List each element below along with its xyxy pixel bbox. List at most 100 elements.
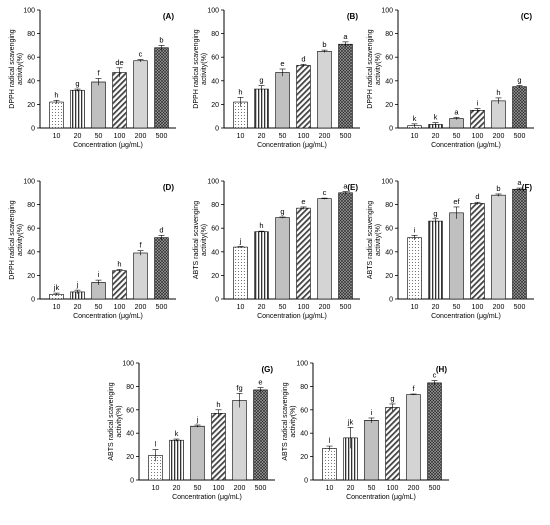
significance-letter: k: [175, 429, 179, 438]
x-tick-label: 100: [114, 133, 126, 140]
y-axis-label-line: DPPH radical scavenging: [9, 29, 16, 108]
bar: [317, 50, 332, 129]
x-tick-label: 100: [472, 133, 484, 140]
x-tick-label: 10: [53, 304, 61, 311]
y-tick-label: 80: [27, 31, 35, 38]
bar: [322, 448, 337, 481]
y-axis-label: DPPH radical scavengingactivity(%): [367, 29, 382, 108]
y-tick-label: 100: [23, 179, 35, 186]
y-axis-label-line: activity(%): [201, 224, 208, 256]
x-tick-label: 20: [432, 304, 440, 311]
bar: [512, 188, 527, 300]
significance-letter: k: [434, 113, 438, 122]
x-tick-label: 10: [326, 485, 334, 492]
x-axis-label: Concentration (μg/mL): [257, 313, 327, 320]
x-tick-label: 100: [298, 133, 310, 140]
y-axis-label: ABTS radical scavengingactivity(%): [193, 201, 208, 279]
bar: [407, 237, 422, 300]
x-tick-label: 20: [74, 133, 82, 140]
y-tick-label: 60: [211, 226, 219, 233]
chart-panel: 0 20 40 60 80 100 h 10 g 20 f 50 de 100 c 200 b 500 (A) Con…: [9, 8, 176, 149]
significance-letter: l: [329, 436, 331, 445]
x-tick-label: 50: [194, 485, 202, 492]
bar: [91, 282, 106, 300]
bar: [364, 420, 379, 481]
y-axis-label-line: activity(%): [116, 405, 123, 437]
panel-label: (H): [436, 365, 447, 374]
panel-label: (F): [522, 183, 533, 192]
y-tick-label: 100: [122, 361, 134, 368]
significance-letter: i: [98, 270, 100, 279]
chart-panel: 0 20 40 60 80 100 jk 10 j 20 i 50 h 100 f 200 d 500 (D) Con…: [9, 179, 176, 320]
bar: [233, 246, 248, 300]
y-axis-label-line: DPPH radical scavenging: [193, 29, 200, 108]
y-tick-label: 80: [27, 202, 35, 209]
x-tick-label: 200: [135, 133, 147, 140]
y-tick-label: 20: [126, 454, 134, 461]
bar: [470, 110, 485, 129]
y-tick-label: 60: [385, 55, 393, 62]
y-tick-label: 100: [207, 179, 219, 186]
y-tick-label: 100: [381, 8, 393, 15]
bar: [112, 72, 127, 129]
x-axis-label: Concentration (μg/mL): [73, 313, 143, 320]
bar: [275, 72, 290, 129]
x-tick-label: 200: [234, 485, 246, 492]
significance-letter: i: [414, 225, 416, 234]
significance-letter: g: [390, 394, 394, 403]
significance-letter: h: [54, 90, 58, 99]
y-axis-label-line: DPPH radical scavenging: [367, 29, 374, 108]
panel-label: (D): [163, 183, 174, 192]
significance-letter: f: [139, 241, 142, 250]
x-tick-label: 20: [173, 485, 181, 492]
significance-letter: ef: [453, 197, 460, 206]
x-tick-label: 200: [493, 133, 505, 140]
x-tick-label: 20: [258, 304, 266, 311]
x-tick-label: 200: [408, 485, 420, 492]
bar: [512, 86, 527, 129]
y-tick-label: 100: [23, 8, 35, 15]
significance-letter: a: [454, 107, 459, 116]
y-tick-label: 0: [130, 478, 134, 485]
significance-letter: k: [413, 114, 417, 123]
significance-letter: b: [322, 40, 326, 49]
x-tick-label: 50: [453, 133, 461, 140]
x-axis-label: Concentration (μg/mL): [431, 313, 501, 320]
bar: [49, 101, 64, 129]
y-tick-label: 100: [207, 8, 219, 15]
x-tick-label: 10: [53, 133, 61, 140]
x-axis-label: Concentration (μg/mL): [172, 494, 242, 501]
x-tick-label: 50: [279, 133, 287, 140]
x-tick-label: 50: [368, 485, 376, 492]
bar: [317, 198, 332, 300]
bar: [112, 270, 127, 300]
y-tick-label: 0: [389, 297, 393, 304]
y-axis-label-line: ABTS radical scavenging: [282, 382, 289, 460]
bar: [338, 192, 353, 300]
bar: [232, 400, 247, 481]
chart-panel: 0 20 40 60 80 100 i 10 g 20 ef 50 d 100 b 200 a 500 (F) Con…: [367, 178, 534, 320]
y-tick-label: 20: [211, 102, 219, 109]
significance-letter: a: [343, 182, 348, 191]
x-tick-label: 20: [347, 485, 355, 492]
bar: [154, 237, 169, 300]
significance-letter: de: [115, 58, 123, 67]
bar: [253, 389, 268, 481]
significance-letter: f: [97, 68, 100, 77]
x-tick-label: 20: [258, 133, 266, 140]
x-tick-label: 100: [387, 485, 399, 492]
bar: [254, 88, 269, 129]
panel-label: (G): [261, 365, 273, 374]
x-tick-label: 10: [411, 304, 419, 311]
x-axis-label: Concentration (μg/mL): [257, 142, 327, 149]
x-axis-label: Concentration (μg/mL): [73, 142, 143, 149]
significance-letter: h: [117, 260, 121, 269]
x-tick-label: 20: [432, 133, 440, 140]
x-tick-label: 500: [514, 133, 526, 140]
bar: [91, 81, 106, 129]
y-axis-label: DPPH radical scavengingactivity(%): [9, 29, 24, 108]
y-tick-label: 20: [211, 273, 219, 280]
y-tick-label: 40: [27, 249, 35, 256]
y-axis-label: DPPH radical scavengingactivity(%): [193, 29, 208, 108]
chart-panel: 0 20 40 60 80 100 l 10 k 20 j 50 h 100 fg 200 e 500 (G) Con…: [108, 361, 275, 501]
